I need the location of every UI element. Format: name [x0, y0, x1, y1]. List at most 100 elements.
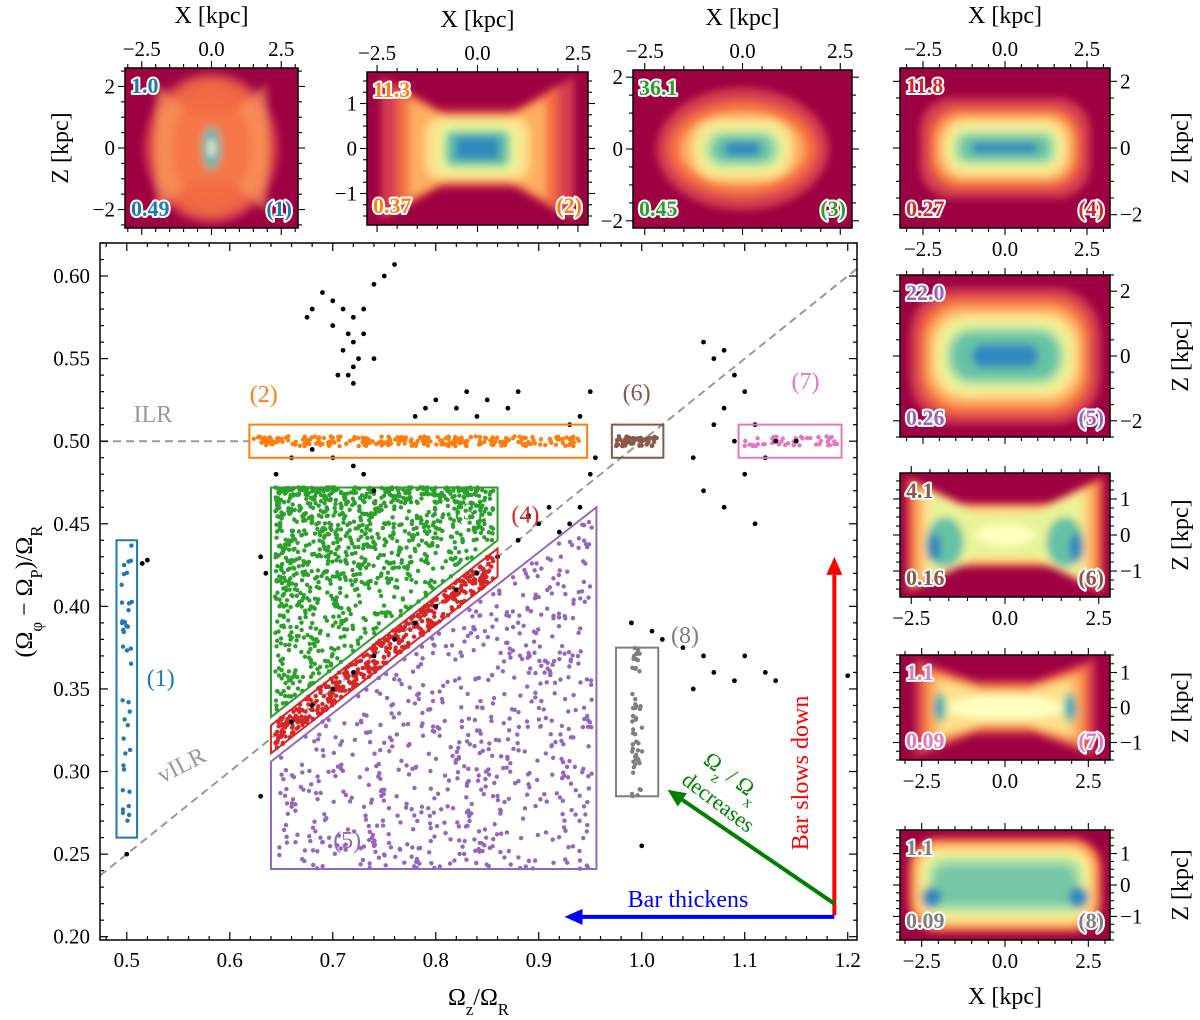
data-point — [386, 520, 391, 525]
inset-id-label: (6) — [1078, 565, 1104, 590]
data-point — [402, 860, 407, 865]
data-point — [328, 661, 334, 666]
data-point — [502, 691, 507, 697]
data-point — [414, 525, 419, 531]
data-point — [313, 693, 318, 699]
data-point — [630, 746, 636, 751]
data-point — [324, 816, 329, 821]
inset-bottom-value: 0.09 — [906, 728, 945, 753]
data-point — [473, 848, 478, 854]
data-point — [363, 813, 368, 818]
data-point — [526, 513, 531, 518]
data-point — [356, 443, 361, 449]
data-point — [297, 487, 302, 492]
data-point — [385, 609, 390, 615]
data-point — [440, 700, 445, 705]
data-point — [468, 811, 474, 816]
data-point — [431, 520, 436, 525]
data-point — [404, 545, 409, 550]
data-point — [487, 741, 492, 746]
data-point — [322, 812, 327, 817]
y-tick-label: 0.20 — [53, 925, 90, 949]
data-point — [326, 769, 331, 775]
data-point — [277, 604, 282, 609]
data-point — [396, 488, 401, 493]
data-point — [563, 857, 568, 862]
data-point — [369, 439, 374, 444]
data-point — [630, 727, 636, 732]
data-point — [572, 764, 578, 770]
data-point — [376, 761, 381, 767]
data-point — [333, 501, 338, 507]
density-blob — [945, 695, 1065, 720]
data-point — [464, 389, 470, 395]
inset-y-tick-label: 0 — [1120, 136, 1131, 160]
data-point — [380, 525, 386, 531]
plot-area — [100, 262, 857, 877]
data-point — [336, 437, 341, 443]
data-point — [273, 698, 279, 703]
data-point — [551, 576, 556, 581]
data-point — [350, 670, 356, 675]
data-point — [126, 803, 131, 809]
data-point — [487, 496, 493, 501]
data-point — [437, 438, 443, 443]
data-point — [453, 545, 458, 551]
data-point — [299, 604, 304, 609]
inset-ticks — [118, 61, 305, 235]
data-point — [434, 535, 440, 541]
data-point — [350, 582, 355, 588]
data-point — [563, 828, 568, 834]
data-point — [622, 443, 628, 448]
data-point — [406, 640, 411, 646]
data-point — [339, 621, 344, 627]
data-point — [394, 672, 399, 678]
data-point — [506, 848, 512, 854]
inset-id-label: (7) — [1078, 728, 1104, 753]
data-point — [512, 675, 517, 680]
data-point — [502, 855, 507, 860]
data-point — [462, 490, 467, 495]
data-point — [511, 746, 516, 752]
data-point — [330, 680, 336, 685]
data-point — [373, 849, 378, 855]
background-points — [124, 262, 851, 857]
data-point — [273, 630, 278, 635]
inset-ticks — [626, 63, 859, 235]
data-point — [290, 528, 296, 533]
data-point — [376, 440, 382, 445]
data-point — [437, 726, 442, 731]
data-point — [381, 852, 387, 857]
inset-y-axis-label: Z [kpc] — [1168, 112, 1194, 183]
data-point — [338, 635, 343, 640]
data-point — [317, 552, 322, 558]
data-point — [283, 734, 288, 739]
data-point — [300, 514, 305, 519]
data-point — [382, 500, 387, 505]
data-point — [362, 531, 368, 537]
data-point — [358, 534, 364, 540]
data-point — [350, 380, 356, 386]
data-point — [325, 659, 331, 664]
data-point — [313, 501, 318, 506]
data-point — [459, 588, 465, 593]
data-point — [424, 557, 429, 563]
data-point — [371, 563, 376, 568]
data-point — [559, 756, 564, 762]
data-point — [498, 849, 503, 855]
data-point — [510, 575, 516, 580]
data-point — [294, 557, 299, 562]
data-point — [711, 422, 717, 428]
data-point — [490, 506, 495, 511]
data-point — [295, 686, 301, 691]
inset-panel-6: −2.5 0.0 2.510−1Z [kpc]4.10.16 (6) — [892, 466, 1194, 630]
data-point — [430, 566, 436, 571]
data-point — [317, 547, 323, 552]
data-point — [525, 605, 530, 611]
data-point — [465, 492, 471, 498]
data-point — [283, 822, 289, 828]
data-point — [302, 848, 308, 853]
inset-top-value: 36.1 — [639, 75, 678, 100]
data-point — [419, 804, 425, 809]
data-point — [368, 729, 373, 734]
